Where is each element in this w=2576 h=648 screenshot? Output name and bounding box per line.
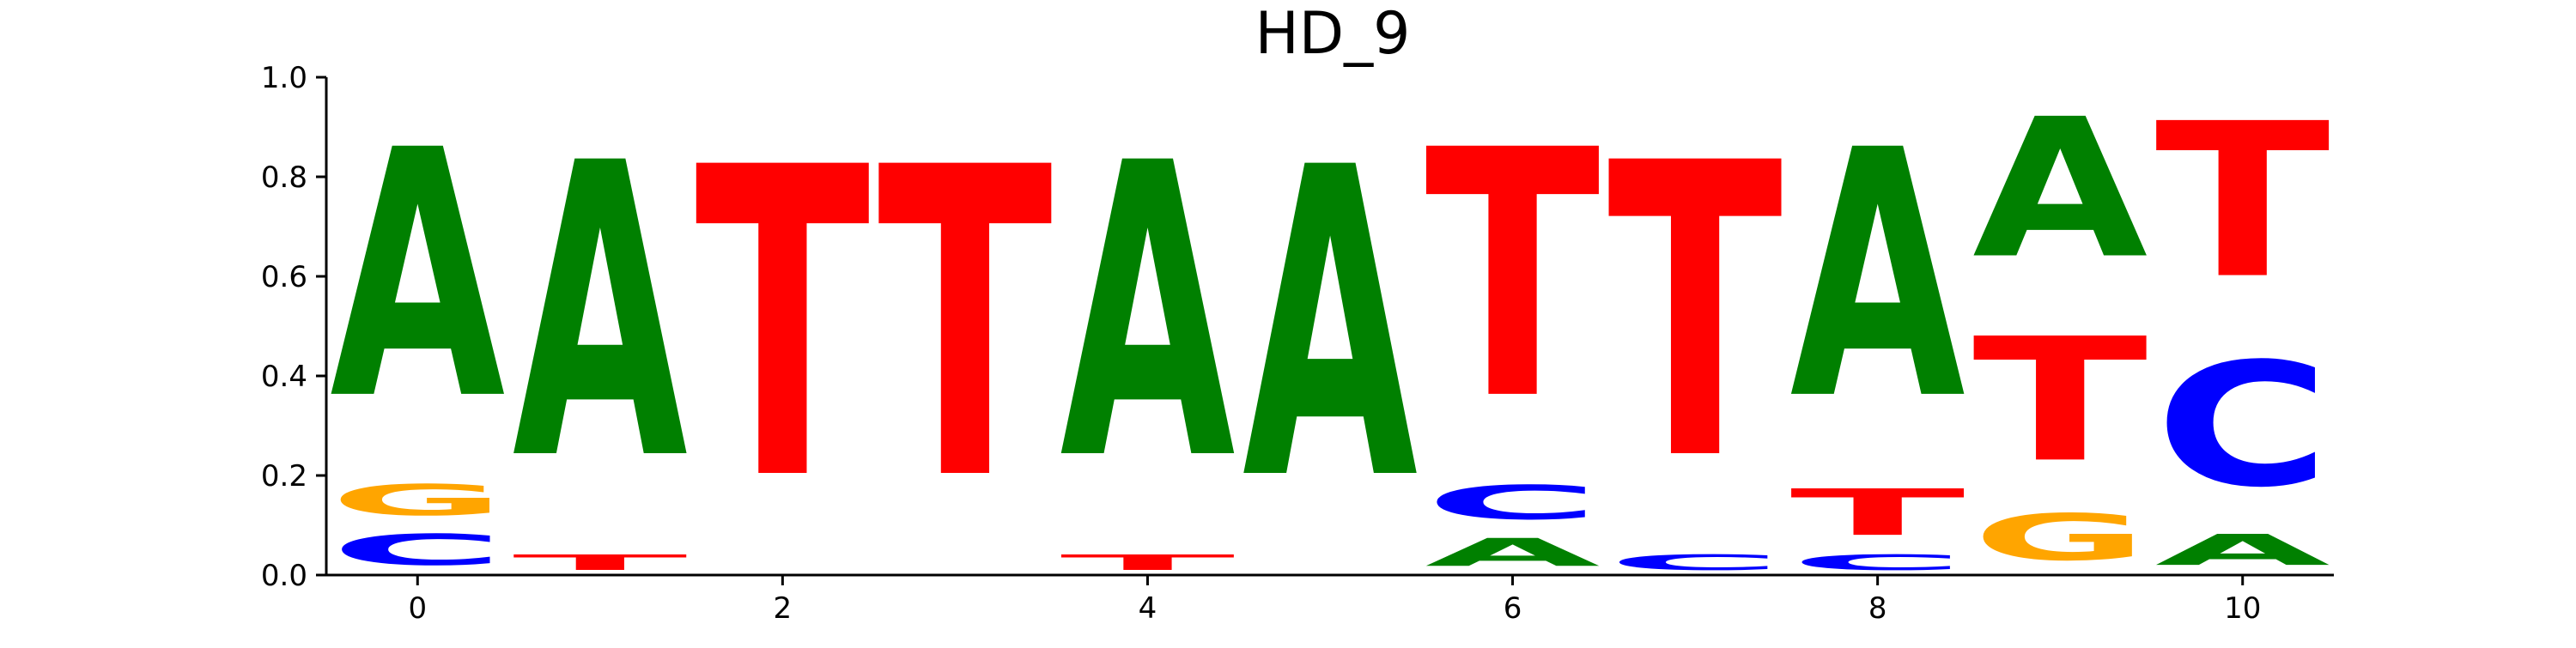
logo-letter-a: A [1425,530,1601,575]
y-tick-label: 0.0 [261,559,307,593]
x-tick-label: 6 [1504,591,1522,626]
logo-letter-c: C [1607,550,1783,575]
axes: 0.0 0.2 0.4 0.6 0.8 1.0 0 2 4 6 8 10 [261,61,2334,626]
logo-letter-t: T [1790,476,1965,550]
x-tick-label: 10 [2224,591,2261,626]
x-tick-label: 4 [1139,591,1157,626]
logo-letter-t: T [1060,550,1235,575]
logo-letter-a: A [1790,78,1967,475]
x-tick-label: 2 [774,591,793,626]
logo-letter-a: A [513,79,690,549]
logo-letter-a: A [1060,79,1236,549]
y-tick-label: 0.2 [261,459,307,494]
logo-letter-c: C [1425,475,1601,530]
y-tick-label: 1.0 [261,61,307,95]
logo-letter-g: G [1972,501,2148,575]
logo-letter-t: T [1972,301,2148,500]
logo-letter-t: T [695,78,872,574]
logo-letter-c: C [2155,326,2330,524]
x-tick-label: 0 [408,591,427,626]
logo-letter-c: C [330,525,505,575]
logo-letter-t: T [2155,77,2332,325]
y-tick-label: 0.6 [261,260,307,294]
logo-letter-a: A [1242,77,1419,573]
logo-letter-c: C [1790,550,1965,575]
logo-letter-g: G [330,475,505,525]
y-tick-label: 0.4 [261,360,307,394]
logo-letter-a: A [1972,77,2148,300]
logo-letter-t: T [513,550,688,575]
logo-letter-a: A [330,78,507,475]
logo-letter-a: A [2155,525,2330,575]
x-tick-label: 8 [1868,591,1887,626]
logo-letter-t: T [1607,79,1784,549]
logo-letter-t: T [878,78,1054,574]
y-tick-label: 0.8 [261,160,307,195]
logo-letter-t: T [1425,78,1602,475]
chart-title: HD_9 [1255,0,1411,68]
